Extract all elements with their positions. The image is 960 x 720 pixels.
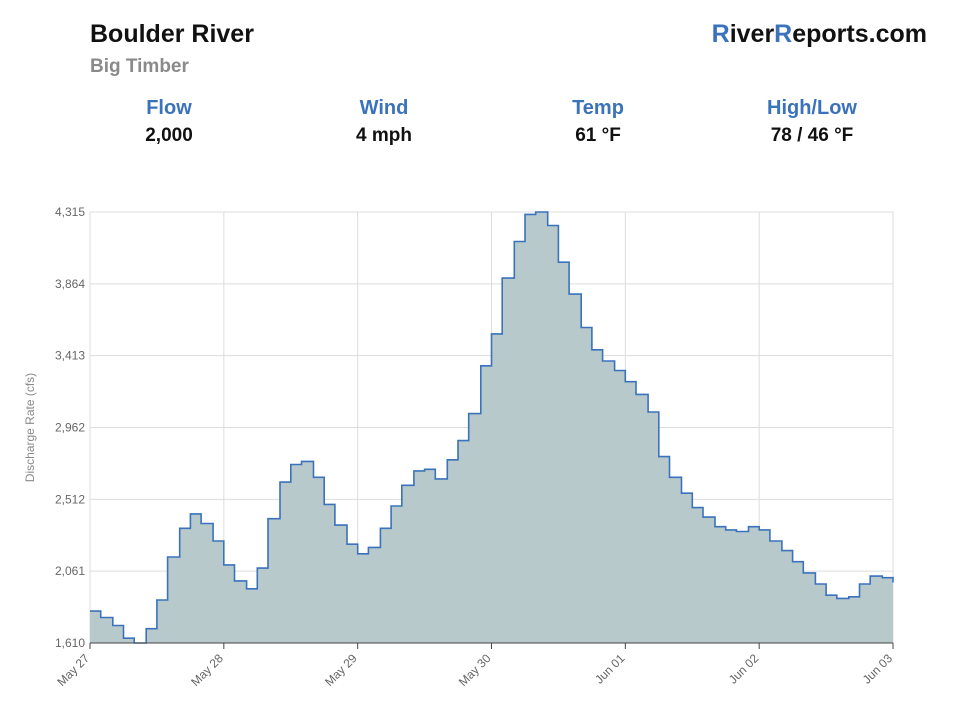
logo-text-part1: iver [729, 20, 775, 48]
y-tick-label: 2,962 [55, 421, 85, 435]
stat-flow-label: Flow [146, 97, 192, 119]
y-axis-title: Discharge Rate (cfs) [23, 373, 37, 482]
stat-flow-value: 2,000 [145, 125, 193, 146]
y-tick-label: 1,610 [55, 636, 85, 650]
y-tick-label: 2,061 [55, 564, 85, 578]
discharge-line [90, 211, 894, 644]
x-tick-label: Jun 03 [860, 651, 896, 687]
site-logo[interactable]: RiverReports.com [712, 20, 927, 49]
logo-letter-r1: R [711, 20, 730, 48]
y-tick-label: 3,413 [55, 349, 85, 363]
stat-temp: Temp 61 °F [488, 96, 708, 152]
y-tick-label: 2,512 [55, 492, 85, 506]
x-tick-label: May 29 [322, 651, 360, 689]
x-tick-label: Jun 02 [726, 651, 762, 687]
stat-wind-value: 4 mph [356, 125, 412, 146]
stat-highlow: High/Low 78 / 46 °F [702, 96, 922, 152]
discharge-area [90, 212, 893, 643]
stat-temp-label: Temp [572, 97, 624, 119]
stat-temp-value: 61 °F [575, 125, 621, 146]
y-tick-label: 4,315 [55, 205, 85, 219]
station-name: Big Timber [90, 56, 189, 77]
x-tick-label: May 27 [54, 651, 92, 689]
stat-wind: Wind 4 mph [274, 96, 494, 152]
stat-highlow-label: High/Low [767, 97, 857, 119]
discharge-chart: 1,610 2,061 2,512 2,962 3,413 3,864 4,315 May 2… [23, 205, 896, 689]
x-tick-label: Jun 01 [592, 651, 628, 687]
logo-letter-r2: R [774, 20, 793, 48]
stat-wind-label: Wind [359, 97, 409, 119]
x-tick-label: May 30 [456, 651, 494, 689]
y-tick-label: 3,864 [55, 277, 85, 291]
x-tick-label: May 28 [188, 651, 226, 689]
river-name: Boulder River [90, 20, 254, 48]
logo-text-part2: eports.com [792, 20, 927, 48]
stat-highlow-value: 78 / 46 °F [770, 125, 854, 146]
stat-flow: Flow 2,000 [59, 96, 279, 152]
